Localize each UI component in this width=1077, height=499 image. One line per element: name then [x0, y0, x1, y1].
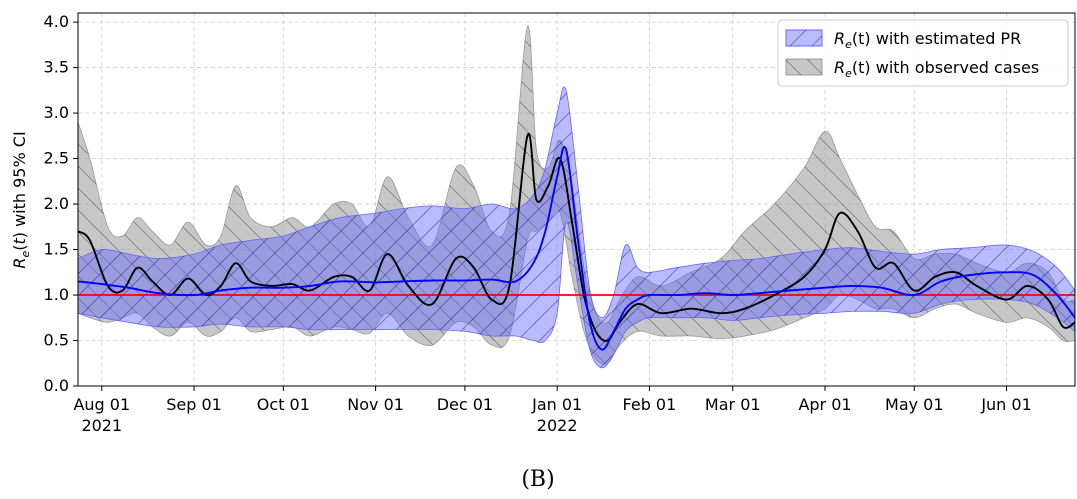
y-axis-label: Re(t) with 95% CI: [10, 131, 32, 268]
x-tick-year-label: 2021: [81, 416, 122, 435]
series-line-estimated-pr: [78, 146, 1075, 351]
x-tick-label: Dec 01: [437, 395, 493, 414]
legend-box: [777, 19, 1069, 87]
y-tick-label: 0.0: [44, 376, 69, 395]
x-tick-label: Feb 01: [623, 395, 677, 414]
x-tick-label: Mar 01: [705, 395, 761, 414]
x-tick-label: Apr 01: [798, 395, 851, 414]
legend-swatch-hatch: [786, 59, 822, 75]
x-tick-label: Nov 01: [347, 395, 404, 414]
plot-frame: [77, 12, 1076, 387]
y-tick-label: 2.5: [44, 149, 69, 168]
x-tick-label: Jan 01: [531, 395, 582, 414]
legend-swatch-hatch: [786, 30, 822, 46]
figure-caption: (B): [521, 467, 554, 492]
series-lines: [78, 132, 1075, 351]
y-tick-label: 1.0: [44, 285, 69, 304]
y-tick-label: 2.0: [44, 194, 69, 213]
y-tick-label: 4.0: [44, 12, 69, 31]
y-tick-label: 1.5: [44, 240, 69, 259]
legend-label-observed-cases: Re(t) with observed cases: [834, 58, 1039, 80]
x-tick-label: May 01: [885, 395, 944, 414]
legend: Re(t) with estimated PR Re(t) with obser…: [777, 19, 1069, 87]
legend-label-estimated-pr: Re(t) with estimated PR: [834, 29, 1021, 51]
series-line-observed-cases: [78, 132, 1075, 342]
y-tick-label: 3.5: [44, 58, 69, 77]
y-axis-ticks: 0.0 0.5 1.0 1.5 2.0 2.5 3.0 3.5 4.0: [44, 12, 78, 395]
y-tick-label: 0.5: [44, 331, 69, 350]
x-tick-label: Jun 01: [980, 395, 1031, 414]
x-axis-ticks: Aug 01 2021 Sep 01 Oct 01 Nov 01 Dec 01 Jan 01…: [73, 386, 1032, 435]
x-tick-year-label: 2022: [537, 416, 578, 435]
x-tick-label: Aug 01: [73, 395, 130, 414]
y-tick-label: 3.0: [44, 103, 69, 122]
x-tick-label: Oct 01: [257, 395, 310, 414]
x-tick-label: Sep 01: [166, 395, 222, 414]
